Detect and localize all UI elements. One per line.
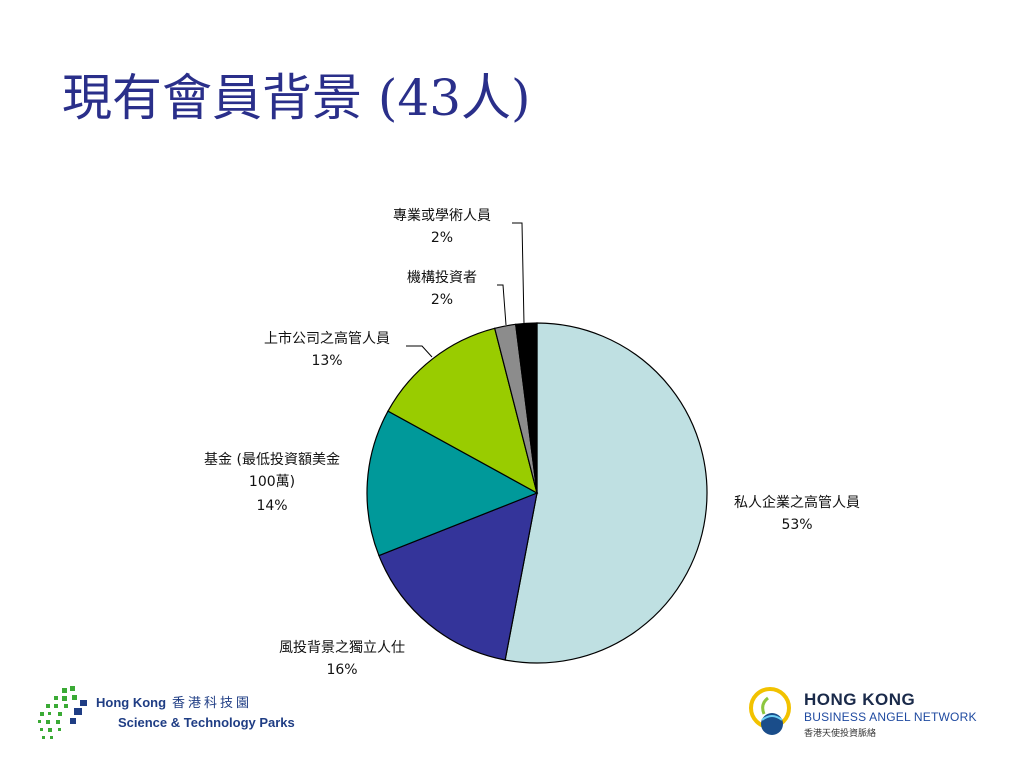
slice-label-5: 機構投資者 2% [407,270,477,308]
slice-label-3: 基金 (最低投資額美金 100萬) 14% [204,451,340,514]
slice-label-1: 私人企業之高管人員 53% [734,494,860,533]
slice-label-2: 風投背景之獨立人仕 16% [279,640,405,678]
pie-slice-3 [366,410,539,557]
slice-percent-3: 14% [256,498,287,514]
slide-title: 現有會員背景 (43人) [62,69,531,127]
slice-label-4: 上市公司之高管人員 13% [264,330,390,369]
hkstp-logo: Hong Kong 香港科技園 Science & Technology Park… [34,684,295,748]
hkstp-name-zh: 香港科技園 [172,695,253,710]
leader-line-5 [497,284,507,326]
hkban-name-zh: 香港天使投資脈絡 [804,728,877,738]
pie-slice-6 [515,322,538,494]
slice-percent-1: 53% [781,517,812,533]
pie-slice-4 [387,327,538,495]
leader-line-4 [406,345,433,358]
label-leader-lines [406,222,525,358]
slice-label-6: 專業或學術人員 2% [393,208,491,246]
pie-slice-1 [504,322,708,664]
hkstp-dots-icon [38,686,87,739]
hkban-title: HONG KONG [804,690,916,709]
hkban-globe-icon [749,687,791,735]
pie-slices [366,322,708,664]
slice-percent-2: 16% [326,662,357,678]
pie-slice-2 [378,492,538,661]
hkstp-subtitle: Science & Technology Parks [118,715,295,730]
leader-line-6 [512,222,525,325]
hkban-subtitle: BUSINESS ANGEL NETWORK [804,710,977,724]
hkstp-name-en: Hong Kong [96,695,167,710]
hkban-logo: HONG KONG BUSINESS ANGEL NETWORK 香港天使投資脈… [744,684,984,748]
slice-percent-6: 2% [431,230,453,246]
slice-labels: 私人企業之高管人員 53% 風投背景之獨立人仕 16% 基金 (最低投資額美金 100萬)… [204,208,860,678]
slice-percent-5: 2% [431,292,453,308]
slice-percent-4: 13% [311,353,342,369]
